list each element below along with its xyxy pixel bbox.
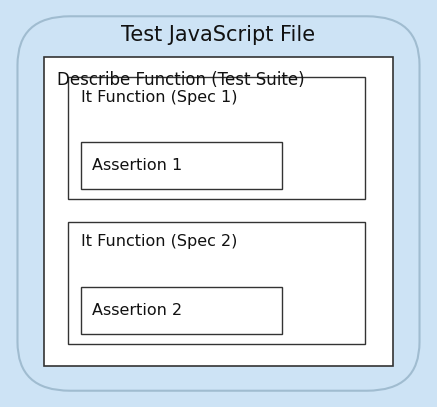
Text: Assertion 1: Assertion 1 [92, 158, 182, 173]
Text: It Function (Spec 2): It Function (Spec 2) [81, 234, 237, 249]
FancyBboxPatch shape [68, 222, 365, 344]
FancyBboxPatch shape [81, 287, 282, 334]
FancyBboxPatch shape [81, 142, 282, 189]
Text: It Function (Spec 1): It Function (Spec 1) [81, 90, 237, 105]
FancyBboxPatch shape [44, 57, 393, 366]
Text: Describe Function (Test Suite): Describe Function (Test Suite) [57, 71, 305, 89]
Text: Assertion 2: Assertion 2 [92, 303, 182, 318]
Text: Test JavaScript File: Test JavaScript File [121, 24, 316, 45]
FancyBboxPatch shape [17, 16, 420, 391]
FancyBboxPatch shape [68, 77, 365, 199]
